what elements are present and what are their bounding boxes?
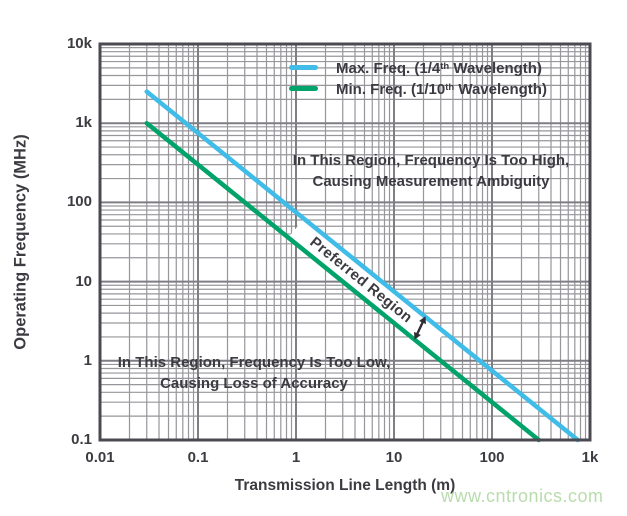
- preferred-region-band: [287, 217, 446, 353]
- y-tick-label: 10: [75, 272, 92, 290]
- legend-item: Min. Freq. (1/10th Wavelength): [289, 78, 547, 99]
- double-arrow-icon: [414, 316, 426, 340]
- annotation-line: Causing Loss of Accuracy: [160, 374, 348, 392]
- annotation-region-too-low: In This Region, Frequency Is Too Low, Ca…: [118, 353, 391, 394]
- annotation-region-too-high: In This Region, Frequency Is Too High, C…: [293, 151, 569, 192]
- y-tick-label: 10k: [66, 35, 92, 52]
- annotation-line: In This Region, Frequency Is Too High,: [292, 152, 570, 169]
- legend: Max. Freq. (1/4th Wavelength) Min. Freq. …: [289, 57, 547, 99]
- y-axis-title: Operating Frequency (MHz): [11, 134, 30, 350]
- x-tick-label: 0.1: [187, 449, 209, 466]
- y-tick-label: 1k: [75, 114, 92, 132]
- y-tick-label: 0.1: [71, 431, 92, 448]
- x-axis-title: Transmission Line Length (m): [234, 477, 456, 494]
- legend-label: Min. Freq. (1/10th Wavelength): [336, 81, 547, 98]
- series-line-max-freq: [144, 89, 581, 443]
- x-tick-label: 100: [479, 449, 505, 466]
- x-tick-label: 1: [291, 449, 301, 466]
- legend-label: Max. Freq. (1/4th Wavelength): [336, 60, 542, 77]
- y-tick-label: 100: [66, 193, 92, 211]
- watermark: www.cntronics.com: [441, 486, 604, 506]
- plot-frame: [98, 42, 592, 442]
- x-tick-label: 0.01: [85, 449, 115, 466]
- series-line-min-freq: [144, 120, 542, 443]
- legend-swatch-min-freq: [289, 86, 318, 91]
- y-tick-label: 1: [83, 351, 92, 369]
- legend-swatch-max-freq: [289, 65, 318, 70]
- x-tick-label: 1k: [581, 449, 599, 466]
- annotation-line: Causing Measurement Ambiguity: [312, 172, 550, 190]
- legend-item: Max. Freq. (1/4th Wavelength): [289, 57, 547, 78]
- annotation-line: In This Region, Frequency Is Too Low,: [117, 354, 391, 371]
- x-tick-label: 10: [385, 449, 403, 466]
